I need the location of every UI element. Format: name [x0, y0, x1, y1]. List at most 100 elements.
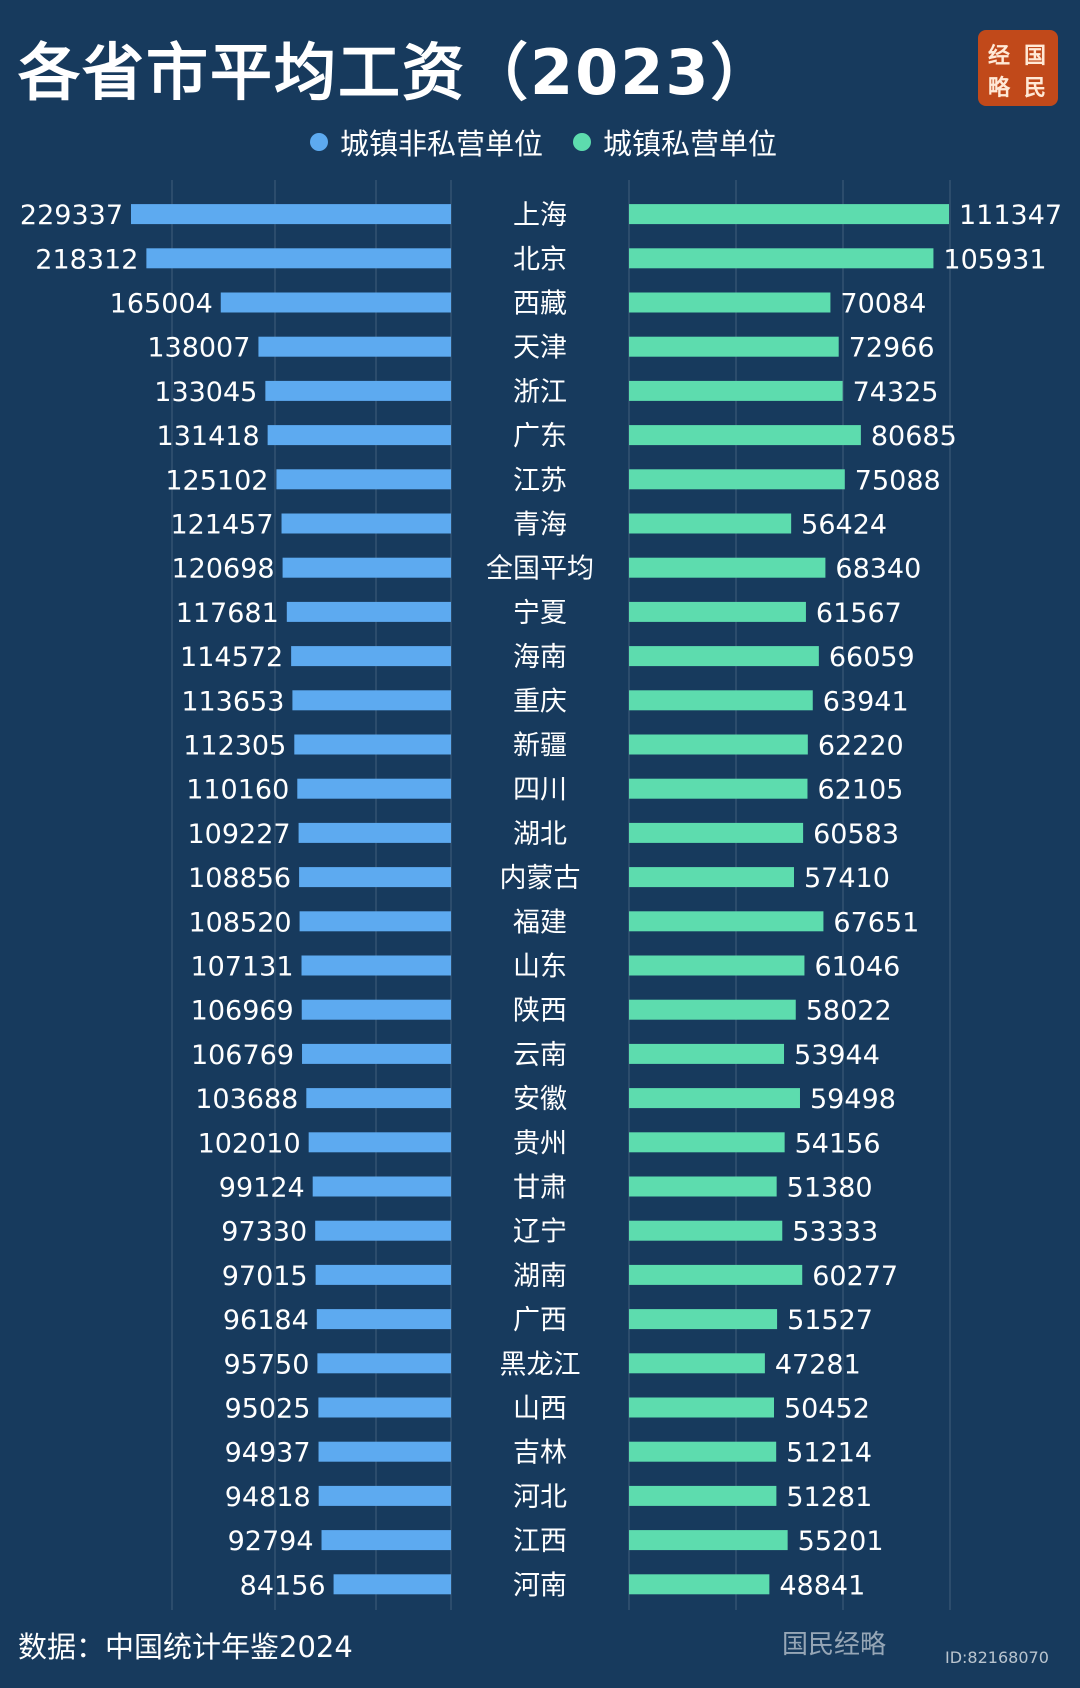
category-label: 河北	[513, 1482, 567, 1513]
category-label: 西藏	[513, 289, 567, 320]
category-label: 江苏	[513, 465, 567, 496]
category-label: 福建	[513, 907, 567, 938]
bar-series-a	[286, 601, 451, 622]
legend-label: 城镇非私营单位	[340, 127, 544, 161]
bar-series-a	[318, 1485, 451, 1506]
data-label-series-a: 133045	[154, 377, 257, 408]
data-label-series-b: 57410	[804, 863, 890, 894]
bar-series-a	[267, 425, 451, 446]
data-label-series-b: 66059	[829, 642, 915, 673]
bar-series-b	[629, 1220, 783, 1241]
data-label-series-b: 63941	[823, 686, 909, 717]
bar-series-b	[629, 557, 826, 578]
bar-series-b	[629, 1264, 803, 1285]
bar-series-b	[629, 425, 861, 446]
data-label-series-a: 103688	[195, 1084, 298, 1115]
watermark-text: 国民经略	[782, 1630, 887, 1660]
bar-series-b	[629, 1441, 777, 1462]
bar-series-b	[629, 778, 808, 799]
bar-series-a	[131, 204, 451, 225]
bar-series-a	[291, 646, 451, 667]
bar-series-a	[316, 1309, 451, 1330]
data-label-series-b: 51380	[787, 1173, 873, 1204]
category-label: 全国平均	[486, 554, 594, 585]
data-label-series-a: 113653	[181, 686, 284, 717]
bar-series-b	[629, 734, 808, 755]
data-label-series-b: 70084	[840, 289, 926, 320]
logo-char: 经	[988, 43, 1011, 69]
bar-series-b	[629, 1043, 785, 1064]
bar-series-b	[629, 601, 806, 622]
bar-series-b	[629, 469, 845, 490]
bar-series-a	[317, 1353, 451, 1374]
data-label-series-a: 120698	[172, 554, 275, 585]
category-label: 河南	[513, 1570, 567, 1601]
data-label-series-b: 61567	[816, 598, 902, 629]
data-label-series-b: 56424	[801, 510, 887, 541]
category-label: 四川	[513, 775, 567, 806]
category-label: 浙江	[513, 377, 567, 408]
bar-series-a	[301, 999, 451, 1020]
category-label: 安徽	[513, 1084, 567, 1115]
category-label: 云南	[513, 1040, 567, 1071]
data-label-series-a: 97330	[221, 1217, 307, 1248]
data-label-series-a: 106969	[191, 996, 294, 1027]
brand-logo: 经 国 略 民	[978, 30, 1058, 106]
data-label-series-a: 165004	[110, 289, 213, 320]
logo-char: 民	[1024, 75, 1047, 101]
data-label-series-b: 53333	[792, 1217, 878, 1248]
bar-series-b	[629, 1530, 788, 1551]
bar-series-b	[629, 690, 813, 711]
data-label-series-a: 92794	[228, 1526, 314, 1557]
category-label: 海南	[513, 642, 567, 673]
data-label-series-a: 110160	[186, 775, 289, 806]
category-label: 山西	[513, 1394, 567, 1425]
data-label-series-a: 108520	[189, 907, 292, 938]
data-label-series-b: 60277	[812, 1261, 898, 1292]
data-label-series-a: 229337	[20, 200, 123, 231]
data-label-series-a: 94818	[225, 1482, 311, 1513]
bar-series-b	[629, 1132, 785, 1153]
bar-series-a	[306, 1088, 451, 1109]
bar-series-a	[333, 1574, 451, 1595]
category-label: 黑龙江	[500, 1349, 581, 1380]
category-label: 新疆	[513, 731, 567, 762]
data-label-series-a: 95750	[223, 1349, 309, 1380]
data-label-series-b: 75088	[855, 465, 941, 496]
bar-series-b	[629, 646, 819, 667]
bar-series-b	[629, 1176, 777, 1197]
bar-series-b	[629, 1088, 800, 1109]
bar-series-a	[299, 867, 451, 888]
bar-series-b	[629, 1397, 774, 1418]
data-label-series-a: 97015	[222, 1261, 308, 1292]
data-label-series-b: 60583	[813, 819, 899, 850]
data-label-series-a: 96184	[223, 1305, 309, 1336]
data-label-series-b: 105931	[943, 244, 1046, 275]
data-label-series-b: 74325	[853, 377, 939, 408]
bar-series-a	[276, 469, 451, 490]
data-label-series-a: 218312	[35, 244, 138, 275]
bar-series-a	[297, 778, 451, 799]
bar-series-a	[315, 1220, 451, 1241]
bar-series-b	[629, 336, 839, 357]
bar-series-b	[629, 248, 934, 269]
category-label: 江西	[513, 1526, 567, 1557]
bar-series-b	[629, 1353, 765, 1374]
category-label: 湖北	[513, 819, 567, 850]
data-label-series-b: 55201	[798, 1526, 884, 1557]
bar-series-a	[301, 955, 451, 976]
data-label-series-b: 80685	[871, 421, 957, 452]
bar-series-a	[308, 1132, 451, 1153]
data-label-series-a: 84156	[240, 1570, 326, 1601]
logo-char: 国	[1024, 43, 1047, 69]
legend-label: 城镇私营单位	[603, 127, 778, 161]
legend-item-series-a: 城镇非私营单位	[310, 121, 543, 163]
data-label-series-b: 51281	[786, 1482, 872, 1513]
category-label: 辽宁	[513, 1217, 567, 1248]
category-label: 吉林	[513, 1438, 567, 1469]
data-label-series-a: 112305	[183, 731, 286, 762]
logo-char: 略	[988, 75, 1011, 101]
legend-item-series-b: 城镇私营单位	[573, 121, 777, 163]
bar-series-b	[629, 999, 796, 1020]
bar-series-b	[629, 1485, 777, 1506]
